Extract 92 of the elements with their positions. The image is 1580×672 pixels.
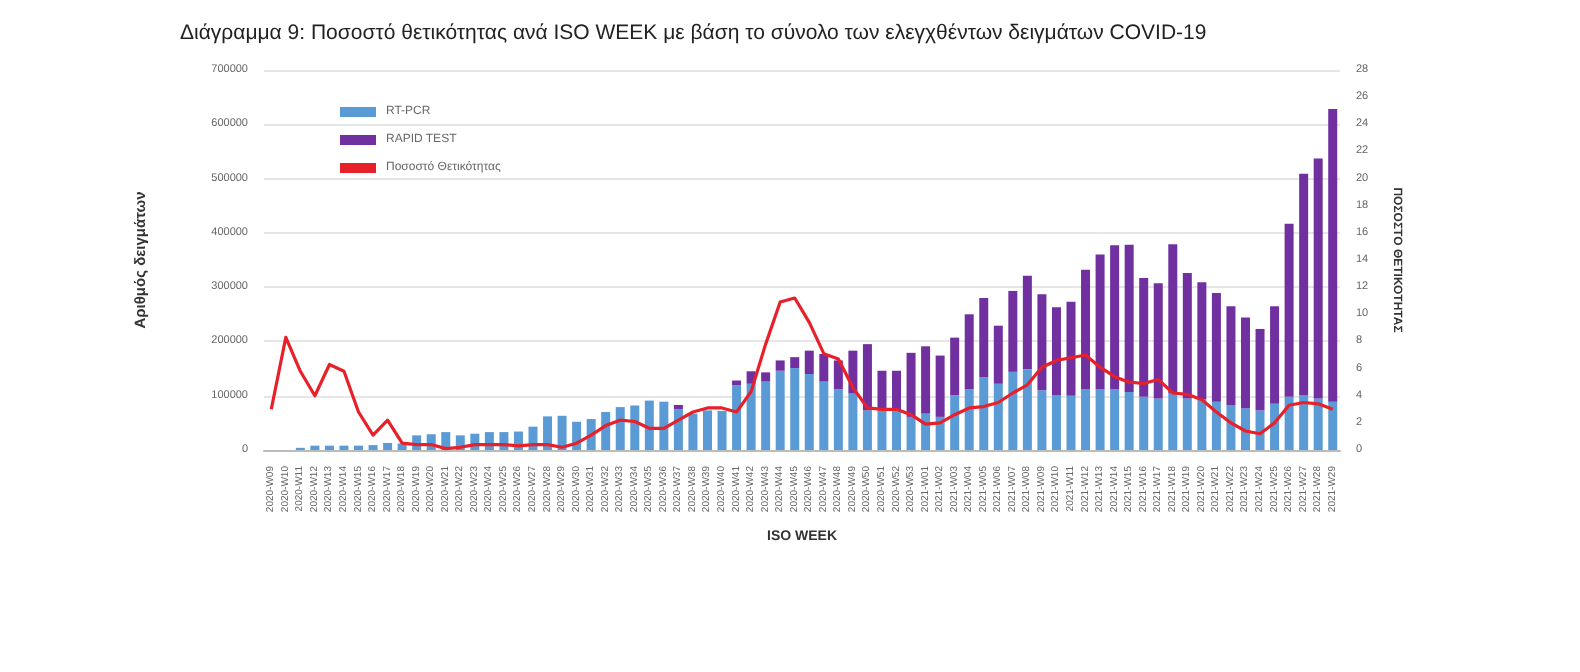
bar — [979, 298, 989, 378]
bar — [644, 400, 654, 450]
bar — [1270, 403, 1280, 450]
bar — [877, 370, 887, 411]
bar — [673, 409, 683, 450]
bar — [1066, 301, 1076, 396]
bar — [1168, 244, 1178, 394]
bar — [775, 360, 785, 371]
bar — [775, 370, 785, 450]
bar — [979, 377, 989, 450]
bar — [1226, 306, 1236, 405]
bar — [833, 389, 843, 450]
bar — [746, 383, 756, 450]
bar — [543, 416, 553, 450]
bar — [1051, 395, 1061, 450]
bar — [804, 374, 814, 450]
chart-title: Διάγραμμα 9: Ποσοστό θετικότητας ανά ISO WEEK με βάση το σύνολο των ελεγχθέντων δειγμάτων COVID-19 — [180, 21, 1207, 45]
bar — [950, 337, 960, 396]
bar — [1066, 395, 1076, 450]
bar — [1182, 273, 1192, 399]
bar — [673, 404, 683, 410]
bar — [1095, 254, 1105, 390]
bar — [1211, 401, 1221, 450]
bar — [659, 401, 669, 450]
bar — [761, 381, 771, 450]
bar — [1095, 389, 1105, 450]
bar — [819, 353, 829, 382]
bar — [1255, 328, 1265, 411]
bar — [1037, 294, 1047, 391]
bar — [993, 383, 1003, 450]
bar — [950, 395, 960, 450]
bar — [1240, 317, 1250, 409]
bar — [993, 325, 1003, 384]
bar — [1255, 410, 1265, 450]
bar — [1299, 173, 1309, 396]
bar — [1037, 390, 1047, 450]
bar — [1270, 306, 1280, 404]
bar — [862, 410, 872, 450]
bar — [862, 344, 872, 411]
line-series — [269, 296, 1335, 451]
bar — [1284, 223, 1294, 397]
bar — [1182, 398, 1192, 450]
bar — [1197, 282, 1207, 399]
bar — [1110, 389, 1120, 450]
bar — [877, 410, 887, 450]
bar — [1022, 369, 1032, 450]
bar — [601, 412, 611, 450]
bar — [921, 346, 931, 414]
bar — [906, 352, 916, 417]
bar — [964, 314, 974, 390]
bar — [615, 407, 625, 450]
bar — [1153, 283, 1163, 399]
bar — [1328, 109, 1338, 402]
bar — [732, 385, 742, 450]
bar — [1328, 401, 1338, 450]
bar — [630, 405, 640, 450]
bar — [1226, 404, 1236, 450]
bar — [1139, 277, 1149, 397]
bar — [1284, 396, 1294, 450]
bar — [892, 370, 902, 412]
bar — [1081, 269, 1091, 390]
bar — [892, 411, 902, 450]
bar — [1197, 398, 1207, 450]
bar — [804, 350, 814, 374]
bar — [1299, 395, 1309, 450]
bar — [819, 381, 829, 450]
bar — [1110, 245, 1120, 390]
bar — [964, 389, 974, 450]
bar — [790, 357, 800, 369]
bar — [1168, 393, 1178, 450]
bar — [688, 413, 698, 450]
bar — [1240, 408, 1250, 450]
bar — [1081, 389, 1091, 450]
bar — [1139, 396, 1149, 450]
bar — [761, 372, 771, 382]
bar — [848, 393, 858, 450]
bar — [1313, 398, 1323, 450]
bar — [1313, 158, 1323, 399]
bar — [1022, 275, 1032, 370]
bar — [383, 442, 393, 450]
bar — [935, 355, 945, 417]
bar — [1124, 391, 1134, 450]
bar — [702, 410, 712, 450]
bar — [717, 410, 727, 450]
bar — [1153, 398, 1163, 450]
bar — [1211, 293, 1221, 402]
bar — [1008, 290, 1018, 372]
bar — [790, 368, 800, 450]
bar — [1008, 371, 1018, 450]
bar — [906, 416, 916, 450]
bar — [1051, 307, 1061, 396]
bar — [1124, 244, 1134, 392]
